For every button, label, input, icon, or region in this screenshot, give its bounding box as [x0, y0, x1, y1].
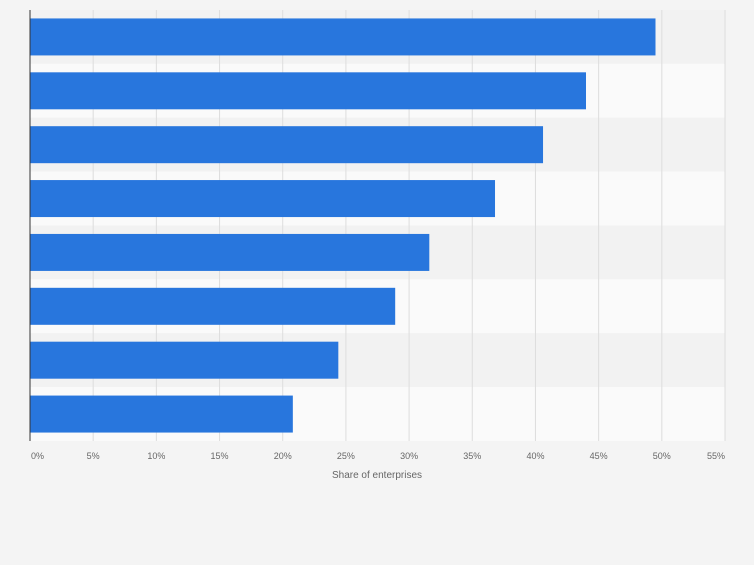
x-tick-label: 45% [590, 451, 608, 461]
x-tick-label: 25% [337, 451, 355, 461]
x-tick-label: 10% [147, 451, 165, 461]
x-tick-label: 35% [463, 451, 481, 461]
bar [30, 126, 544, 164]
bar [30, 72, 586, 110]
x-tick-label: 5% [87, 451, 100, 461]
bar [30, 180, 496, 218]
x-tick-label: 0% [31, 451, 44, 461]
x-tick-label: 55% [707, 451, 725, 461]
x-tick-label: 30% [400, 451, 418, 461]
x-tick-label: 40% [526, 451, 544, 461]
x-tick-label: 50% [653, 451, 671, 461]
bar [30, 287, 396, 325]
x-axis-ticks: 0% 5% 10% 15% 20% 25% 30% 35% 40% 45% 50% 55% [31, 451, 725, 461]
x-axis-title: Share of enterprises [332, 470, 422, 481]
bar [30, 18, 656, 56]
bars [30, 18, 656, 433]
bar [30, 233, 430, 271]
x-tick-label: 20% [274, 451, 292, 461]
bar [30, 341, 339, 379]
x-tick-label: 15% [211, 451, 229, 461]
bar [30, 395, 293, 433]
